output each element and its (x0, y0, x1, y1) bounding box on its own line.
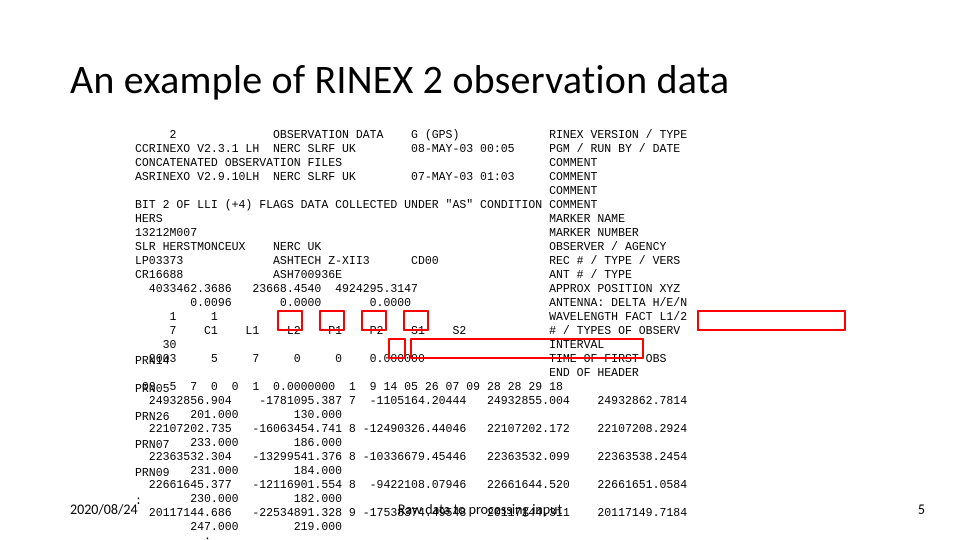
page-number: 5 (918, 501, 925, 518)
box-epoch-sats (410, 338, 644, 359)
box-l1 (319, 310, 345, 331)
box-c1 (277, 310, 303, 331)
box-types-label (697, 310, 846, 331)
box-p1 (403, 310, 429, 331)
box-l2 (361, 310, 387, 331)
box-epoch-one (388, 338, 406, 359)
rinex-text-block: 2 OBSERVATION DATA G (GPS) RINEX VERSION… (135, 129, 687, 540)
prn-label: PRN09 (135, 467, 170, 480)
prn-label: PRN14 (135, 355, 170, 368)
footer-caption: Raw data to processing input (0, 501, 960, 518)
prn-label: PRN26 (135, 411, 170, 424)
slide-title: An example of RINEX 2 observation data (70, 55, 729, 104)
prn-label: PRN07 (135, 439, 170, 452)
prn-label: PRN05 (135, 383, 170, 396)
